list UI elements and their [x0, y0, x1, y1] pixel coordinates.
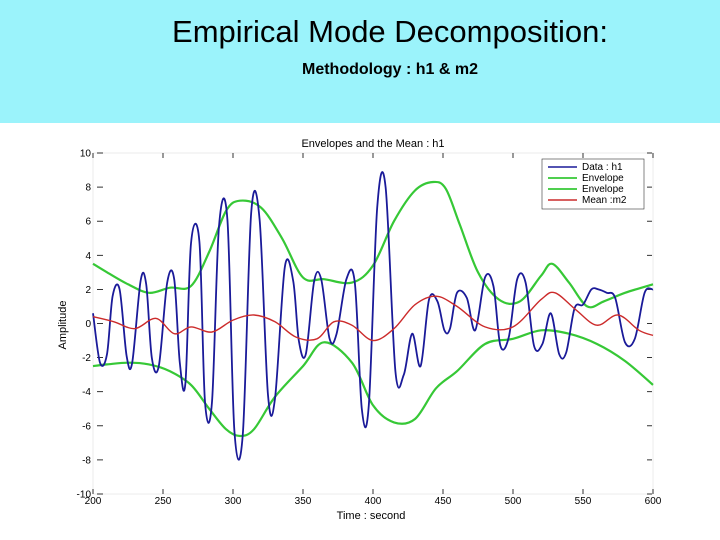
- x-tick-label: 200: [85, 496, 102, 507]
- x-tick-label: 400: [365, 496, 382, 507]
- chart-area: -10 -8 -6 -4 -2 0 2 4 6 8 10 200 250 300 350 400 450 500 5…: [0, 123, 720, 540]
- legend-label-data-h1: Data : h1: [582, 162, 623, 173]
- series-envelope-lower: [92, 329, 654, 438]
- x-tick-label: 550: [575, 496, 592, 507]
- x-tick-label: 250: [155, 496, 172, 507]
- slide-subtitle: Methodology : h1 & m2: [302, 61, 478, 78]
- legend: Data : h1 Envelope Envelope Mean :m2: [541, 158, 645, 210]
- y-tick-label: -8: [82, 455, 91, 466]
- series-data-h1: [92, 171, 654, 461]
- y-tick-label: 2: [85, 285, 91, 296]
- y-tick-label: -2: [82, 353, 91, 364]
- y-axis-label: Amplitude: [57, 301, 69, 350]
- x-axis-label: Time : second: [337, 510, 406, 522]
- y-tick-label: 6: [85, 217, 91, 228]
- slide-title: Empirical Mode Decomposition:: [172, 14, 608, 49]
- x-tick-label: 500: [505, 496, 522, 507]
- y-tick-label: 10: [80, 149, 92, 160]
- series-mean-m2: [92, 291, 654, 342]
- x-tick-label: 450: [435, 496, 452, 507]
- y-tick-label: -4: [82, 387, 91, 398]
- series-layer: [92, 171, 654, 461]
- tick-layer: -10 -8 -6 -4 -2 0 2 4 6 8 10 200 250 300 350 400 450 500 5…: [77, 149, 662, 508]
- legend-label-envelope-upper: Envelope: [582, 173, 624, 184]
- x-tick-label: 350: [295, 496, 312, 507]
- x-tick-label: 600: [645, 496, 662, 507]
- y-tick-label: 4: [85, 251, 91, 262]
- legend-label-envelope-lower: Envelope: [582, 184, 624, 195]
- y-tick-label: -10: [77, 490, 92, 501]
- chart-title: Envelopes and the Mean : h1: [301, 138, 444, 150]
- x-tick-label: 300: [225, 496, 242, 507]
- slide-header: [0, 0, 720, 123]
- emd-chart: -10 -8 -6 -4 -2 0 2 4 6 8 10 200 250 300 350 400 450 500 5…: [57, 138, 662, 522]
- y-tick-label: -6: [82, 421, 91, 432]
- legend-label-mean-m2: Mean :m2: [582, 195, 627, 206]
- y-tick-label: 0: [85, 319, 91, 330]
- y-tick-label: 8: [85, 183, 91, 194]
